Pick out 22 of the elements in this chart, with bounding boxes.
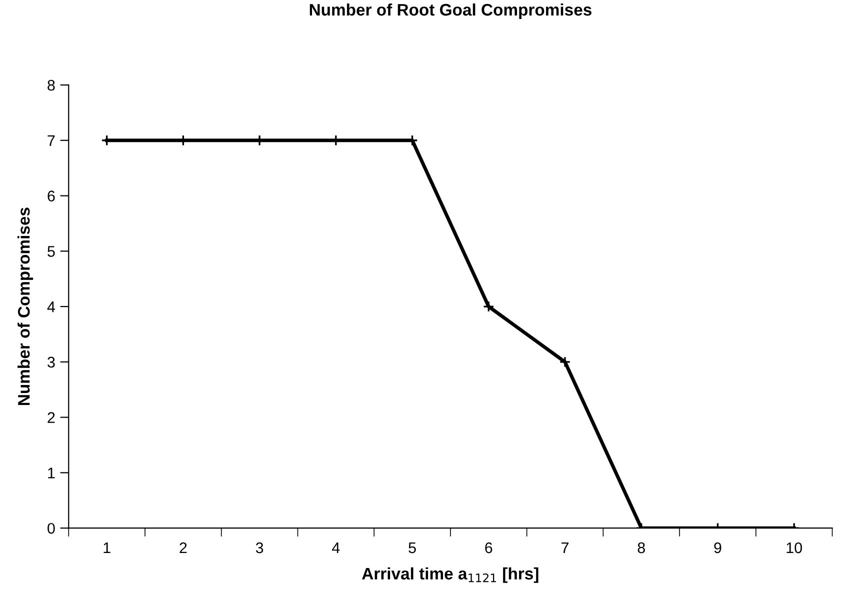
x-tick-label: 9 bbox=[714, 542, 722, 554]
x-tick-label: 5 bbox=[408, 542, 416, 554]
y-tick-label: 3 bbox=[48, 356, 55, 368]
y-tick-label: 7 bbox=[48, 135, 55, 146]
y-tick-label: 2 bbox=[48, 412, 55, 423]
x-tick-label: 1 bbox=[104, 542, 110, 554]
x-tick-label: 2 bbox=[180, 542, 187, 554]
x-tick-label: 4 bbox=[332, 542, 340, 554]
x-tick-label: 7 bbox=[562, 542, 568, 554]
y-tick-label: 8 bbox=[48, 80, 55, 91]
y-tick-label: 1 bbox=[48, 468, 55, 478]
x-tick-label: 10 bbox=[786, 542, 802, 554]
y-tick-label: 0 bbox=[48, 522, 55, 534]
y-axis-title: Number of Compromises bbox=[18, 208, 34, 405]
x-tick-label: 6 bbox=[485, 542, 492, 554]
x-tick-label: 8 bbox=[638, 542, 645, 554]
y-tick-label: 6 bbox=[48, 190, 55, 202]
chart-title: Number of Root Goal Compromises bbox=[310, 3, 592, 19]
y-tick-label: 5 bbox=[48, 246, 55, 257]
y-tick-label: 4 bbox=[47, 302, 55, 312]
x-tick-label: 3 bbox=[256, 542, 264, 554]
x-axis-title: Arrival time a$_{1121}$ [hrs] bbox=[362, 567, 538, 583]
